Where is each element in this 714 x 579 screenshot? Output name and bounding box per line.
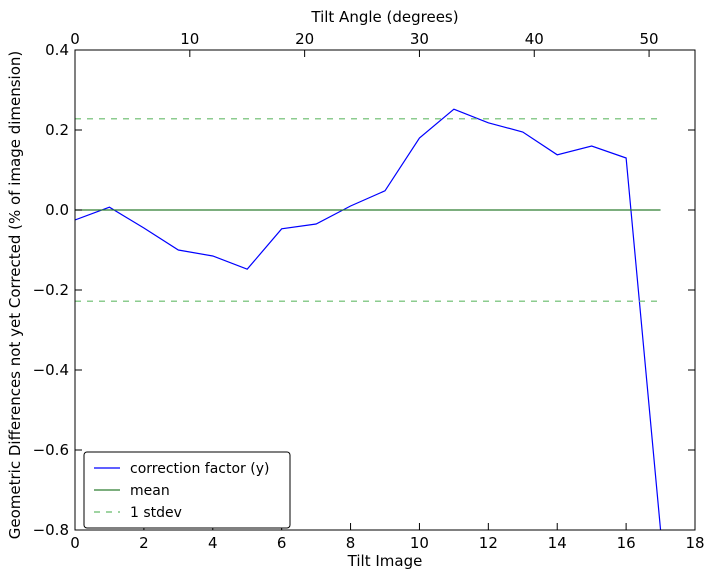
top-tick-label: 40: [525, 30, 544, 48]
legend-label: correction factor (y): [130, 461, 269, 477]
x-tick-label: 8: [346, 534, 356, 552]
x-tick-label: 4: [208, 534, 218, 552]
legend-label: mean: [130, 483, 170, 499]
ticks-layer: 0 2 4 6 8 10 12 14 16 18 0 10 20 30 40 50 −0.8 −0.6 −0.4 −0…: [33, 30, 705, 552]
top-tick-label: 20: [295, 30, 314, 48]
x-tick-label: 2: [139, 534, 149, 552]
legend-box: [83, 451, 291, 529]
x-axis-title: Tilt Image: [347, 552, 423, 570]
y-tick-label: 0.0: [45, 201, 69, 219]
y-tick-label: −0.4: [33, 361, 69, 379]
x-tick-label: 14: [548, 534, 567, 552]
top-tick-label: 10: [180, 30, 199, 48]
legend-label: 1 stdev: [130, 505, 182, 521]
x-tick-label: 16: [617, 534, 636, 552]
y-tick-label: −0.2: [33, 281, 69, 299]
top-tick-label: 0: [70, 30, 80, 48]
top-tick-label: 50: [640, 30, 659, 48]
x-tick-label: 18: [685, 534, 704, 552]
y-tick-label: −0.6: [33, 441, 69, 459]
y-tick-label: −0.8: [33, 521, 69, 539]
x-tick-label: 6: [277, 534, 287, 552]
series-line-0: [75, 108, 662, 530]
x-tick-label: 0: [70, 534, 80, 552]
series-layer: [75, 108, 662, 530]
y-tick-label: 0.2: [45, 121, 69, 139]
top-tick-label: 30: [410, 30, 429, 48]
top-axis-title: Tilt Angle (degrees): [310, 8, 458, 26]
x-tick-label: 12: [479, 534, 498, 552]
legend: correction factor (y) mean 1 stdev: [83, 451, 291, 529]
y-axis-title: Geometric Differences not yet Corrected …: [6, 51, 24, 540]
y-tick-label: 0.4: [45, 41, 69, 59]
x-tick-label: 10: [410, 534, 429, 552]
